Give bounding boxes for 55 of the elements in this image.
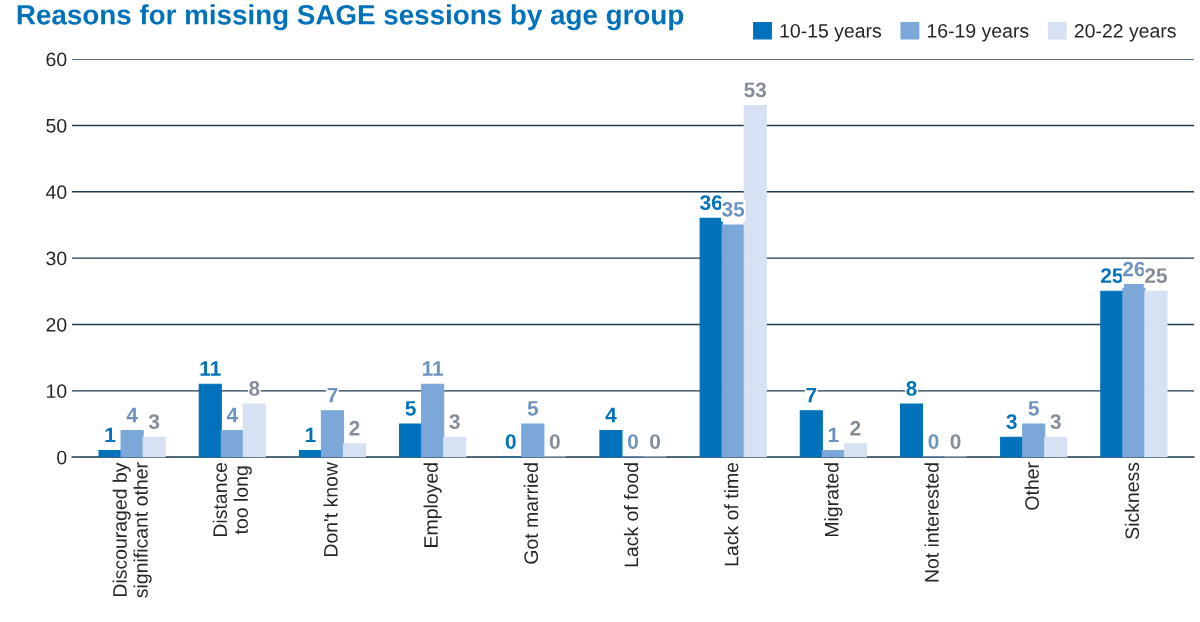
data-label: 0 [628,434,638,449]
data-label: 8 [906,381,917,396]
x-tick-label: Lack of time [724,462,739,566]
y-tick-label: 10 [47,384,67,399]
data-label: 35 [722,201,745,217]
y-tick-label: 20 [46,317,67,332]
data-label: 25 [1100,268,1123,284]
data-label: 53 [744,82,767,98]
data-label: 4 [126,407,138,423]
x-tick-label: Discouraged by significant other [112,462,152,598]
data-label: 3 [449,414,460,430]
data-label: 25 [1145,268,1167,284]
data-label: 3 [1050,414,1061,430]
x-tick-label: Not interested [924,463,939,582]
data-label: 0 [928,434,939,449]
x-tick-label: Migrated [824,463,843,537]
y-tick-label: 40 [45,185,67,200]
data-label: 11 [422,361,444,376]
data-label: 36 [700,195,722,211]
data-label: 0 [549,434,560,449]
data-label: 5 [527,401,539,416]
data-label: 0 [650,434,660,449]
legend-label: 10-15 years [780,23,882,42]
legend-label: 20-22 years [1074,23,1176,42]
y-tick-label: 0 [57,450,67,465]
x-tick-label: Sickness [1124,462,1140,539]
data-label: 0 [505,434,516,449]
data-label: 4 [226,407,238,423]
data-label: 11 [200,361,221,376]
data-label: 1 [828,427,839,443]
data-label: 8 [249,381,260,396]
y-tick-label: 50 [46,118,67,133]
data-label: 2 [349,420,360,436]
chart-title: Reasons for missing SAGE sessions by age group [17,4,684,31]
data-label: 0 [950,434,961,449]
x-tick-label: Lack of food [623,463,639,567]
x-tick-label: Other [1024,462,1039,510]
x-tick-label: Got married [523,463,539,564]
data-label: 7 [806,387,817,403]
data-label: 5 [1028,401,1039,416]
data-label: 5 [405,401,416,416]
data-label: 3 [1006,414,1017,430]
data-label: 1 [105,427,116,443]
data-label: 1 [305,427,316,443]
legend-label: 16-19 years [927,23,1029,42]
y-tick-label: 30 [46,251,67,266]
data-label: 7 [327,387,338,403]
data-label: 3 [148,414,160,430]
y-tick-label: 60 [46,52,67,67]
x-tick-label: Distance too long [212,462,252,537]
data-label: 2 [850,420,861,436]
data-label: 26 [1123,261,1145,277]
data-label: 4 [605,407,617,423]
x-tick-label: Don't know [323,461,338,557]
x-tick-label: Employed [423,463,442,547]
